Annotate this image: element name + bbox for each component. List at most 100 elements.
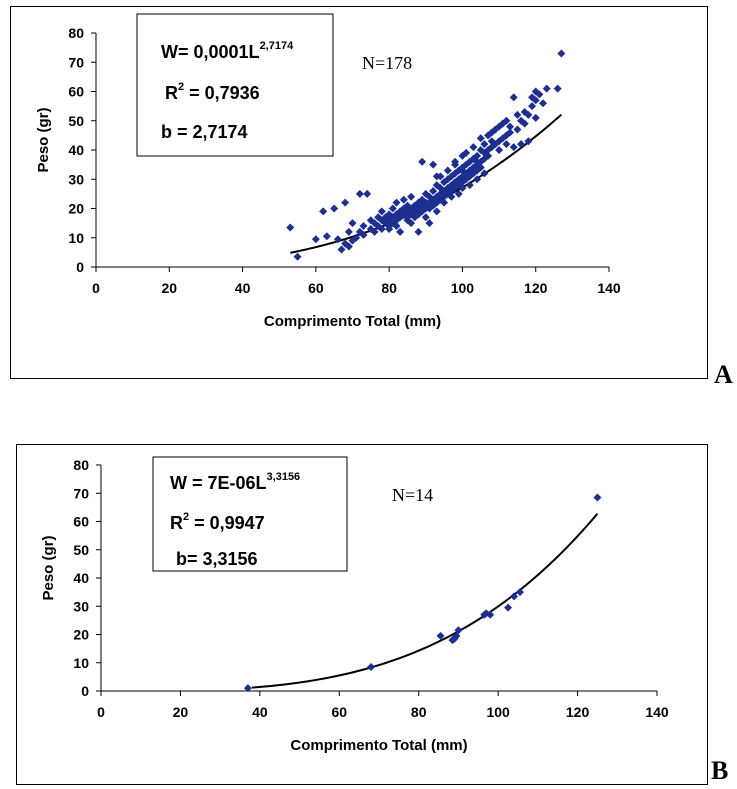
y-tick-label: 20 [68,201,84,217]
data-point [458,184,467,193]
x-tick-label: 20 [173,704,189,720]
data-point [367,662,376,671]
data-point [524,110,533,119]
data-point [506,122,515,131]
r-squared-exponent: 2 [178,81,184,93]
data-point [476,134,485,143]
b-value-text: b = 2,7174 [161,122,248,142]
data-point [436,631,445,640]
data-point [451,160,460,169]
x-tick-label: 40 [235,280,251,296]
data-point [462,148,471,157]
data-point [429,160,438,169]
data-point [352,233,361,242]
data-point [535,90,544,99]
data-point [348,219,357,228]
data-point [385,224,394,233]
data-point [473,157,482,166]
data-point [447,192,456,201]
data-point [341,198,350,207]
y-tick-label: 0 [81,683,89,699]
equation-exponent: 3,3156 [267,471,301,483]
sample-size-label: N=178 [362,53,412,73]
data-point [293,252,302,261]
x-tick-label: 120 [566,704,590,720]
r-squared-prefix: R [165,83,178,103]
data-point [469,143,478,152]
data-point [363,189,372,198]
data-point [513,110,522,119]
r-squared-value: = 0,7936 [184,83,260,103]
data-point [450,634,459,643]
data-point [486,610,495,619]
data-point [377,207,386,216]
y-tick-label: 80 [68,25,84,41]
x-tick-label: 20 [161,280,177,296]
data-point [432,172,441,181]
data-point [506,128,515,137]
data-point [333,235,342,244]
data-point [454,189,463,198]
equation-main: W= 0,0001L [161,42,260,62]
r-squared-text: R2 = 0,7936 [165,81,260,103]
y-tick-label: 10 [68,230,84,246]
x-tick-label: 60 [308,280,324,296]
x-tick-label: 140 [645,704,669,720]
x-tick-label: 100 [486,704,510,720]
data-point [593,493,602,502]
data-point [344,227,353,236]
trend-curve [251,513,599,689]
data-point [524,137,533,146]
data-point [502,140,511,149]
y-tick-label: 30 [68,171,84,187]
data-point [432,207,441,216]
x-tick-label: 0 [92,280,100,296]
data-point [465,181,474,190]
y-tick-label: 50 [68,113,84,129]
data-point [311,235,320,244]
data-point [407,192,416,201]
data-point [418,157,427,166]
data-point [399,195,408,204]
data-point [510,592,519,601]
equation-box [152,456,348,572]
data-point [480,169,489,178]
data-point [476,163,485,172]
data-point [425,219,434,228]
y-tick-label: 50 [73,542,89,558]
x-tick-label: 0 [97,704,105,720]
data-point [484,151,493,160]
data-point [542,84,551,93]
sample-size-label: N=14 [392,485,433,505]
data-point [495,146,504,154]
data-point [480,610,489,619]
data-point [473,151,482,160]
x-tick-label: 80 [381,280,397,296]
y-tick-label: 0 [76,259,84,275]
r-squared-prefix: R [170,513,183,533]
r-squared-text: R2 = 0,9947 [170,511,265,533]
b-value-text: b= 3,3156 [176,549,258,569]
y-tick-label: 20 [73,627,89,643]
data-point [531,113,540,122]
scatter-chart-a: 0 10 20 30 40 50 60 70 80 0 20 40 60 80 100 120 140 Compr… [35,13,621,330]
equation-text: W = 7E-06L3,3156 [170,471,300,493]
data-point [509,93,518,102]
data-point [377,224,386,233]
data-point [429,186,438,195]
data-point [388,204,397,213]
equation-box [136,13,334,157]
y-tick-label: 60 [68,84,84,100]
x-tick-label: 60 [331,704,347,720]
data-point [531,96,540,105]
data-point [286,223,295,232]
y-tick-label: 80 [73,457,89,473]
equation-main: W = 7E-06L [170,473,267,493]
x-tick-label: 120 [524,280,548,296]
data-point [319,207,328,216]
data-point [557,49,566,58]
data-point [359,222,368,231]
data-point [407,219,416,228]
data-point [515,588,524,597]
data-point [370,227,379,236]
